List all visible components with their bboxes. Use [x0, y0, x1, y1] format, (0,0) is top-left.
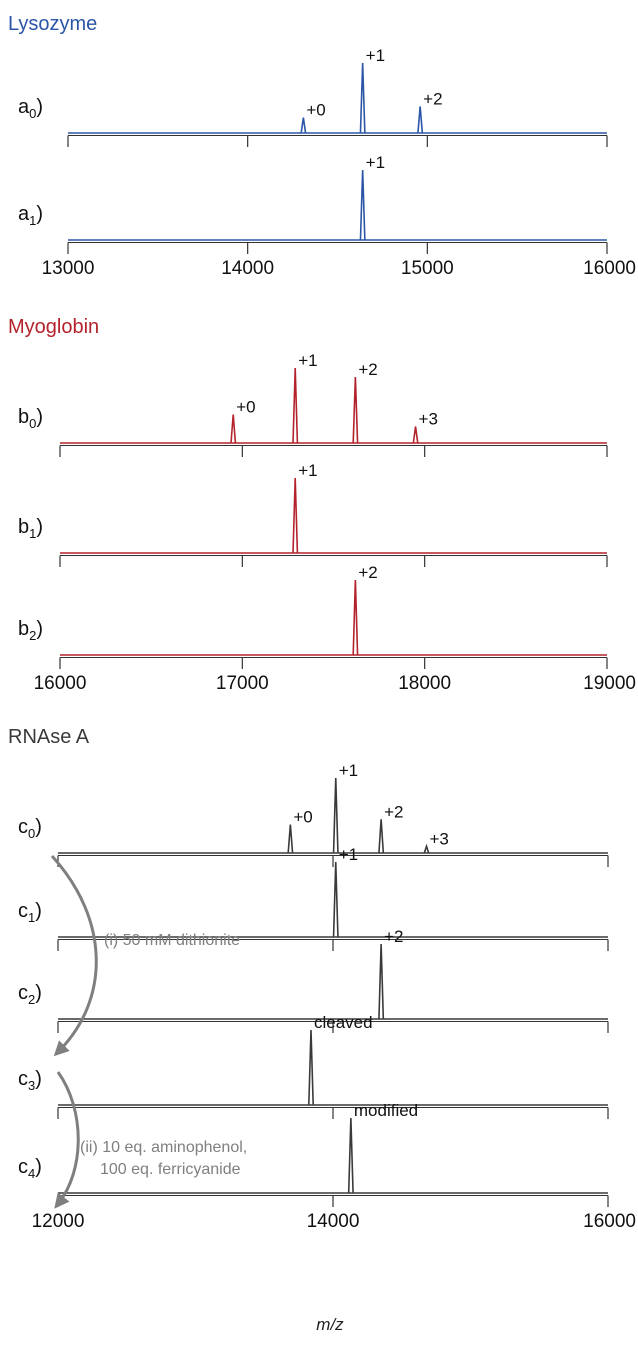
spectrum-peak	[230, 414, 237, 444]
peak-label: +3	[430, 829, 449, 848]
peak-label: +2	[384, 802, 403, 821]
trace-label: a1)	[18, 203, 43, 228]
trace-label: a0)	[18, 96, 43, 121]
spectrum-peak	[423, 843, 430, 854]
rnase-title: RNAse A	[8, 726, 90, 748]
x-tick-label: 14000	[307, 1211, 360, 1232]
peak-label: +1	[339, 761, 358, 780]
rnase-panel: +0 +1 +2 +3 c0) +1 c1) +2 c2) cleaved c3) modified c…	[18, 761, 636, 1232]
x-tick-label: 13000	[42, 258, 95, 279]
peak-label: +0	[306, 101, 325, 120]
peak-label: +1	[339, 845, 358, 864]
spectrum-peak	[332, 777, 339, 854]
spectrum-peak	[359, 62, 366, 134]
spectrum-peak	[352, 579, 359, 656]
peak-label: +0	[293, 808, 312, 827]
aminophenol-arrow	[54, 1071, 80, 1209]
peak-label: +2	[384, 927, 403, 946]
spectrum-peak	[352, 376, 359, 444]
ferricyanide-annotation: 100 eq. ferricyanide	[100, 1161, 241, 1178]
dithionite-arrow	[50, 854, 98, 1057]
peak-label: +1	[298, 461, 317, 480]
x-tick-label: 19000	[583, 673, 636, 694]
dithionite-annotation: (i) 50 mM dithionite	[104, 932, 240, 949]
myoglobin-title: Myoglobin	[8, 316, 99, 338]
x-tick-label: 16000	[583, 258, 636, 279]
peak-label: +0	[236, 398, 255, 417]
lysozyme-title: Lysozyme	[8, 13, 97, 35]
trace-label: b1)	[18, 516, 43, 541]
spectrum-peak	[378, 819, 385, 854]
trace-label: c1)	[18, 900, 42, 925]
peak-label: modified	[354, 1101, 418, 1120]
spectrum-peak	[412, 426, 419, 444]
x-tick-label: 16000	[34, 673, 87, 694]
spectrum-peak	[287, 824, 294, 854]
trace-label: c2)	[18, 982, 42, 1007]
peak-label: +2	[358, 563, 377, 582]
peak-label: +3	[419, 410, 438, 429]
spectrum-peak	[292, 477, 299, 554]
myoglobin-panel: +0 +1 +2 +3 b0) +1 b1) +2 b2) 16000 17000 18000 1900…	[18, 351, 636, 694]
spectrum-peak	[347, 1117, 354, 1194]
peak-label: +2	[423, 89, 442, 108]
spectrum-peak	[292, 367, 299, 444]
trace-label: c3)	[18, 1068, 42, 1093]
spectrum-peak	[359, 169, 366, 241]
spectrum-peak	[378, 943, 385, 1020]
spectrum-peak	[332, 861, 339, 938]
x-tick-label: 18000	[398, 673, 451, 694]
spectrum-peak	[417, 106, 424, 134]
peak-label: +1	[366, 153, 385, 172]
x-tick-label: 17000	[216, 673, 269, 694]
peak-label: +1	[366, 46, 385, 65]
spectrum-peak	[300, 117, 307, 134]
trace-label: b2)	[18, 618, 43, 643]
lysozyme-panel: +0 +1 +2 a0) +1 a1) 13000 14000 15000 16000	[18, 46, 636, 279]
peak-label: cleaved	[314, 1013, 373, 1032]
x-tick-label: 12000	[32, 1211, 85, 1232]
peak-label: +1	[298, 351, 317, 370]
aminophenol-annotation: (ii) 10 eq. aminophenol,	[80, 1139, 247, 1156]
trace-label: c0)	[18, 816, 42, 841]
trace-label: b0)	[18, 406, 43, 431]
x-tick-label: 14000	[221, 258, 274, 279]
x-tick-label: 15000	[401, 258, 454, 279]
x-tick-label: 16000	[583, 1211, 636, 1232]
spectrum-peak	[308, 1029, 314, 1106]
trace-label: c4)	[18, 1156, 42, 1181]
peak-label: +2	[358, 360, 377, 379]
x-axis-label: m/z	[316, 1315, 344, 1334]
